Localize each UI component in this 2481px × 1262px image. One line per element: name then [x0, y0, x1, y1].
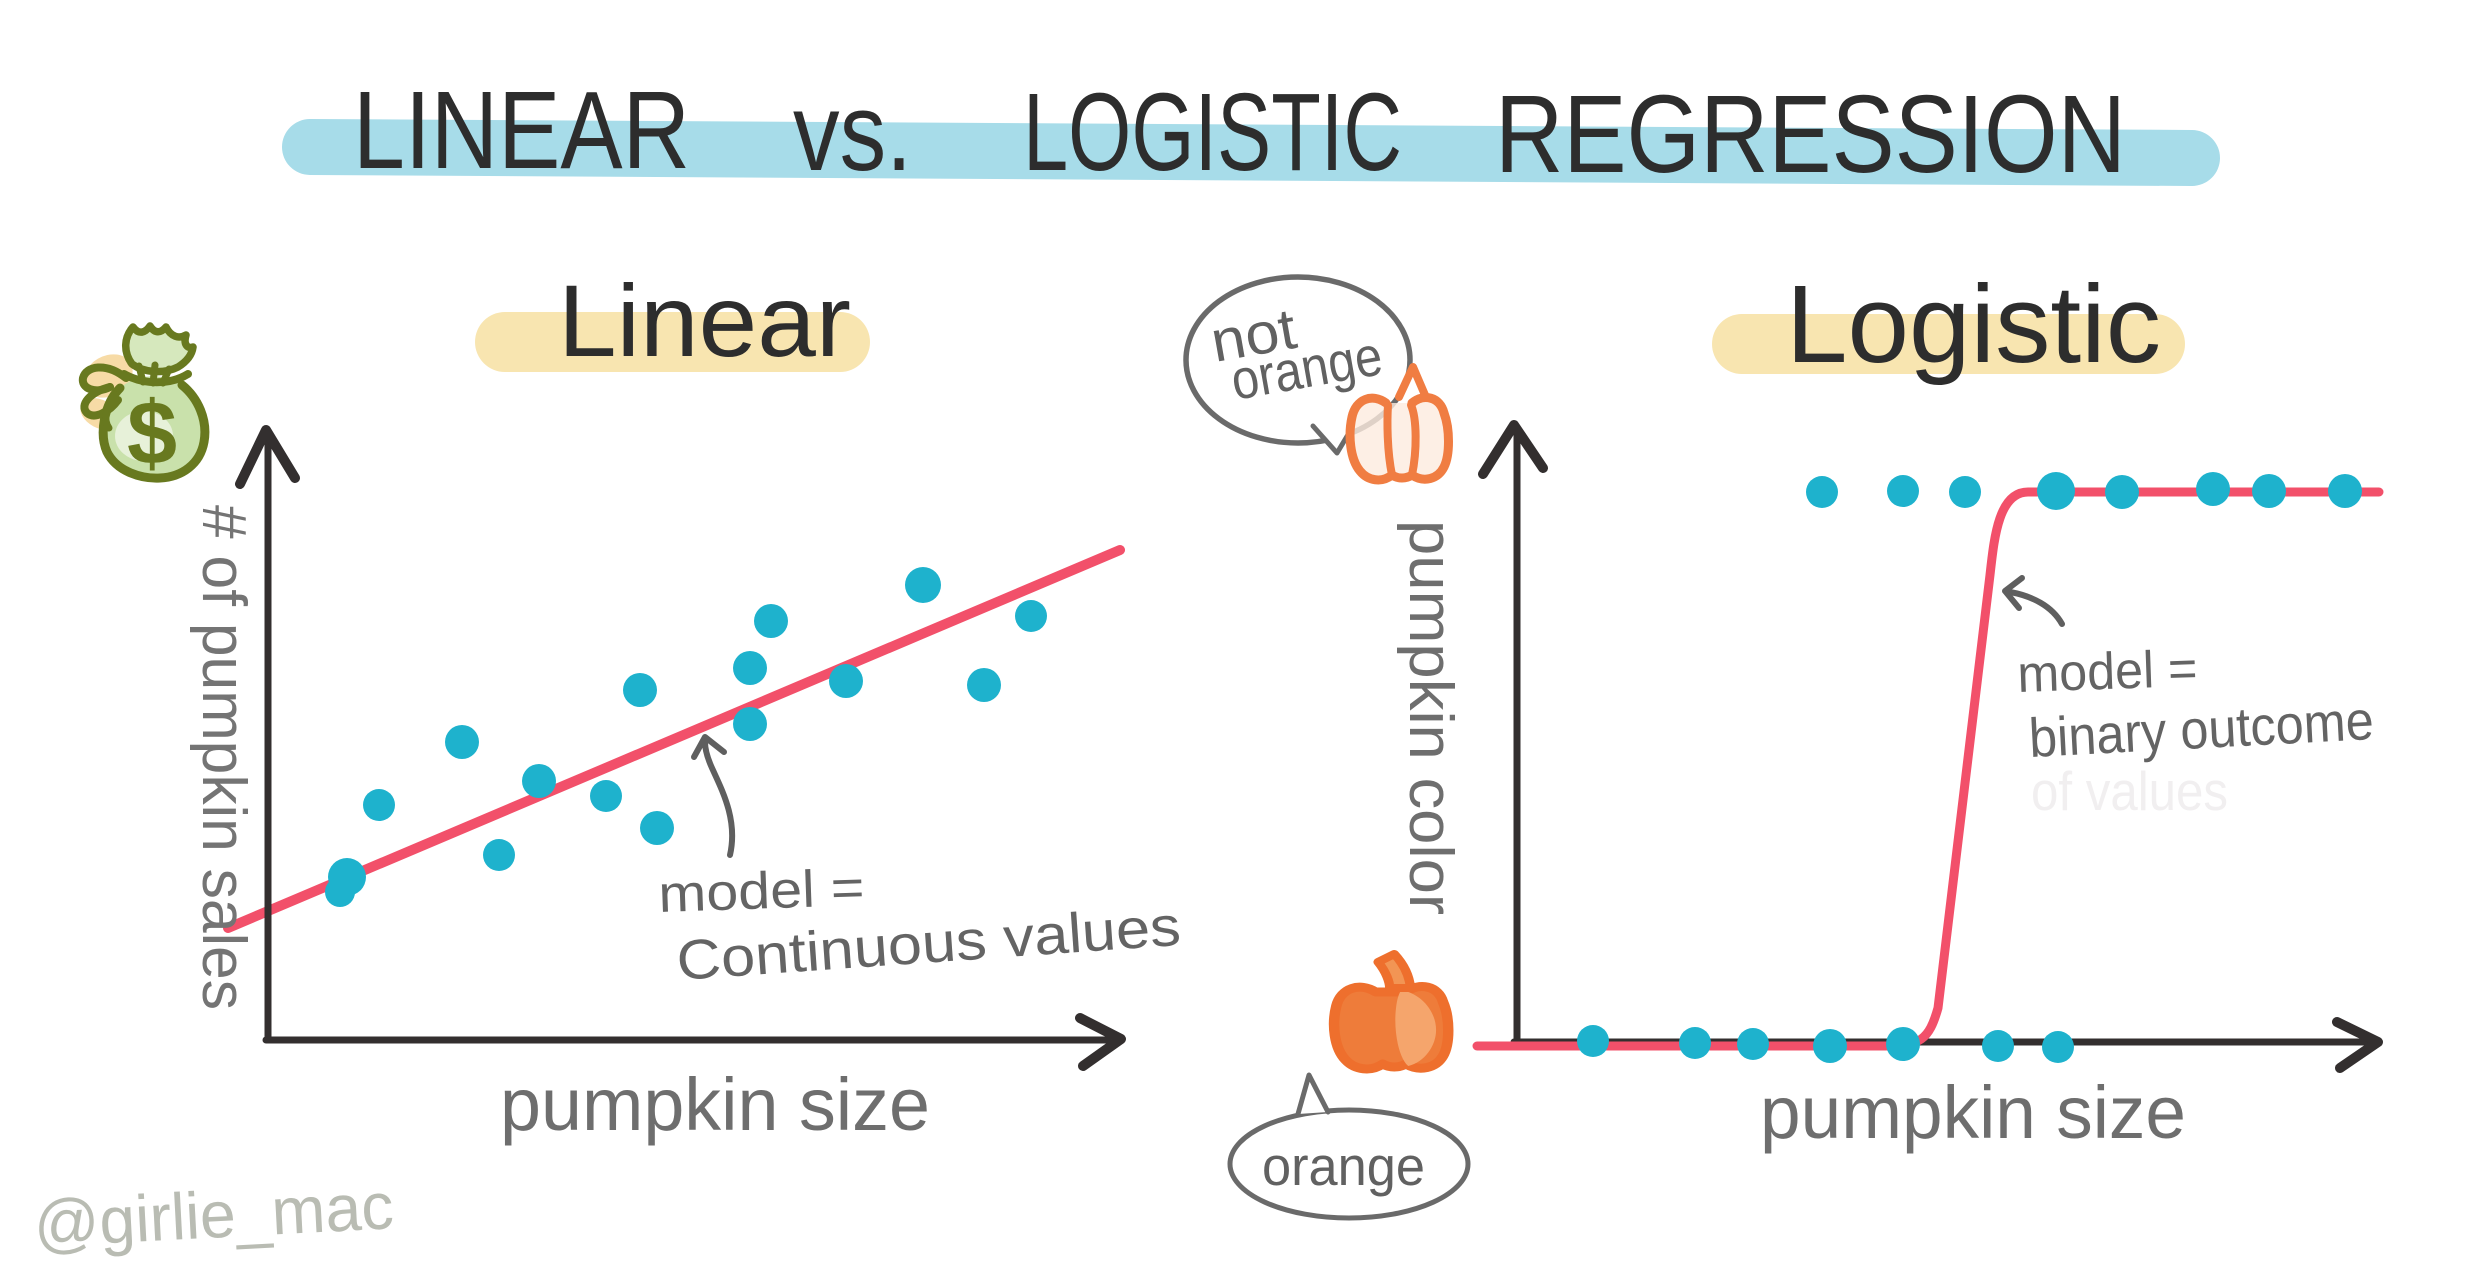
svg-text:pumpkin size: pumpkin size — [500, 1063, 930, 1146]
svg-text:model =: model = — [2016, 640, 2198, 704]
svg-text:Linear: Linear — [558, 264, 851, 378]
svg-text:$: $ — [127, 384, 177, 484]
svg-text:Logistic: Logistic — [1786, 263, 2161, 386]
svg-text:pumpkin color: pumpkin color — [1396, 520, 1465, 915]
svg-text:vs.: vs. — [793, 71, 912, 194]
svg-text:model =: model = — [657, 859, 865, 924]
svg-text:not: not — [1206, 296, 1301, 375]
svg-text:of values: of values — [2031, 760, 2228, 822]
svg-text:LOGISTIC: LOGISTIC — [1023, 71, 1402, 194]
svg-text:LINEAR: LINEAR — [353, 69, 690, 192]
svg-text:REGRESSION: REGRESSION — [1495, 73, 2126, 196]
svg-text:# of pumpkin sales: # of pumpkin sales — [189, 505, 258, 1010]
svg-text:pumpkin size: pumpkin size — [1760, 1071, 2186, 1154]
svg-text:orange: orange — [1262, 1135, 1425, 1197]
